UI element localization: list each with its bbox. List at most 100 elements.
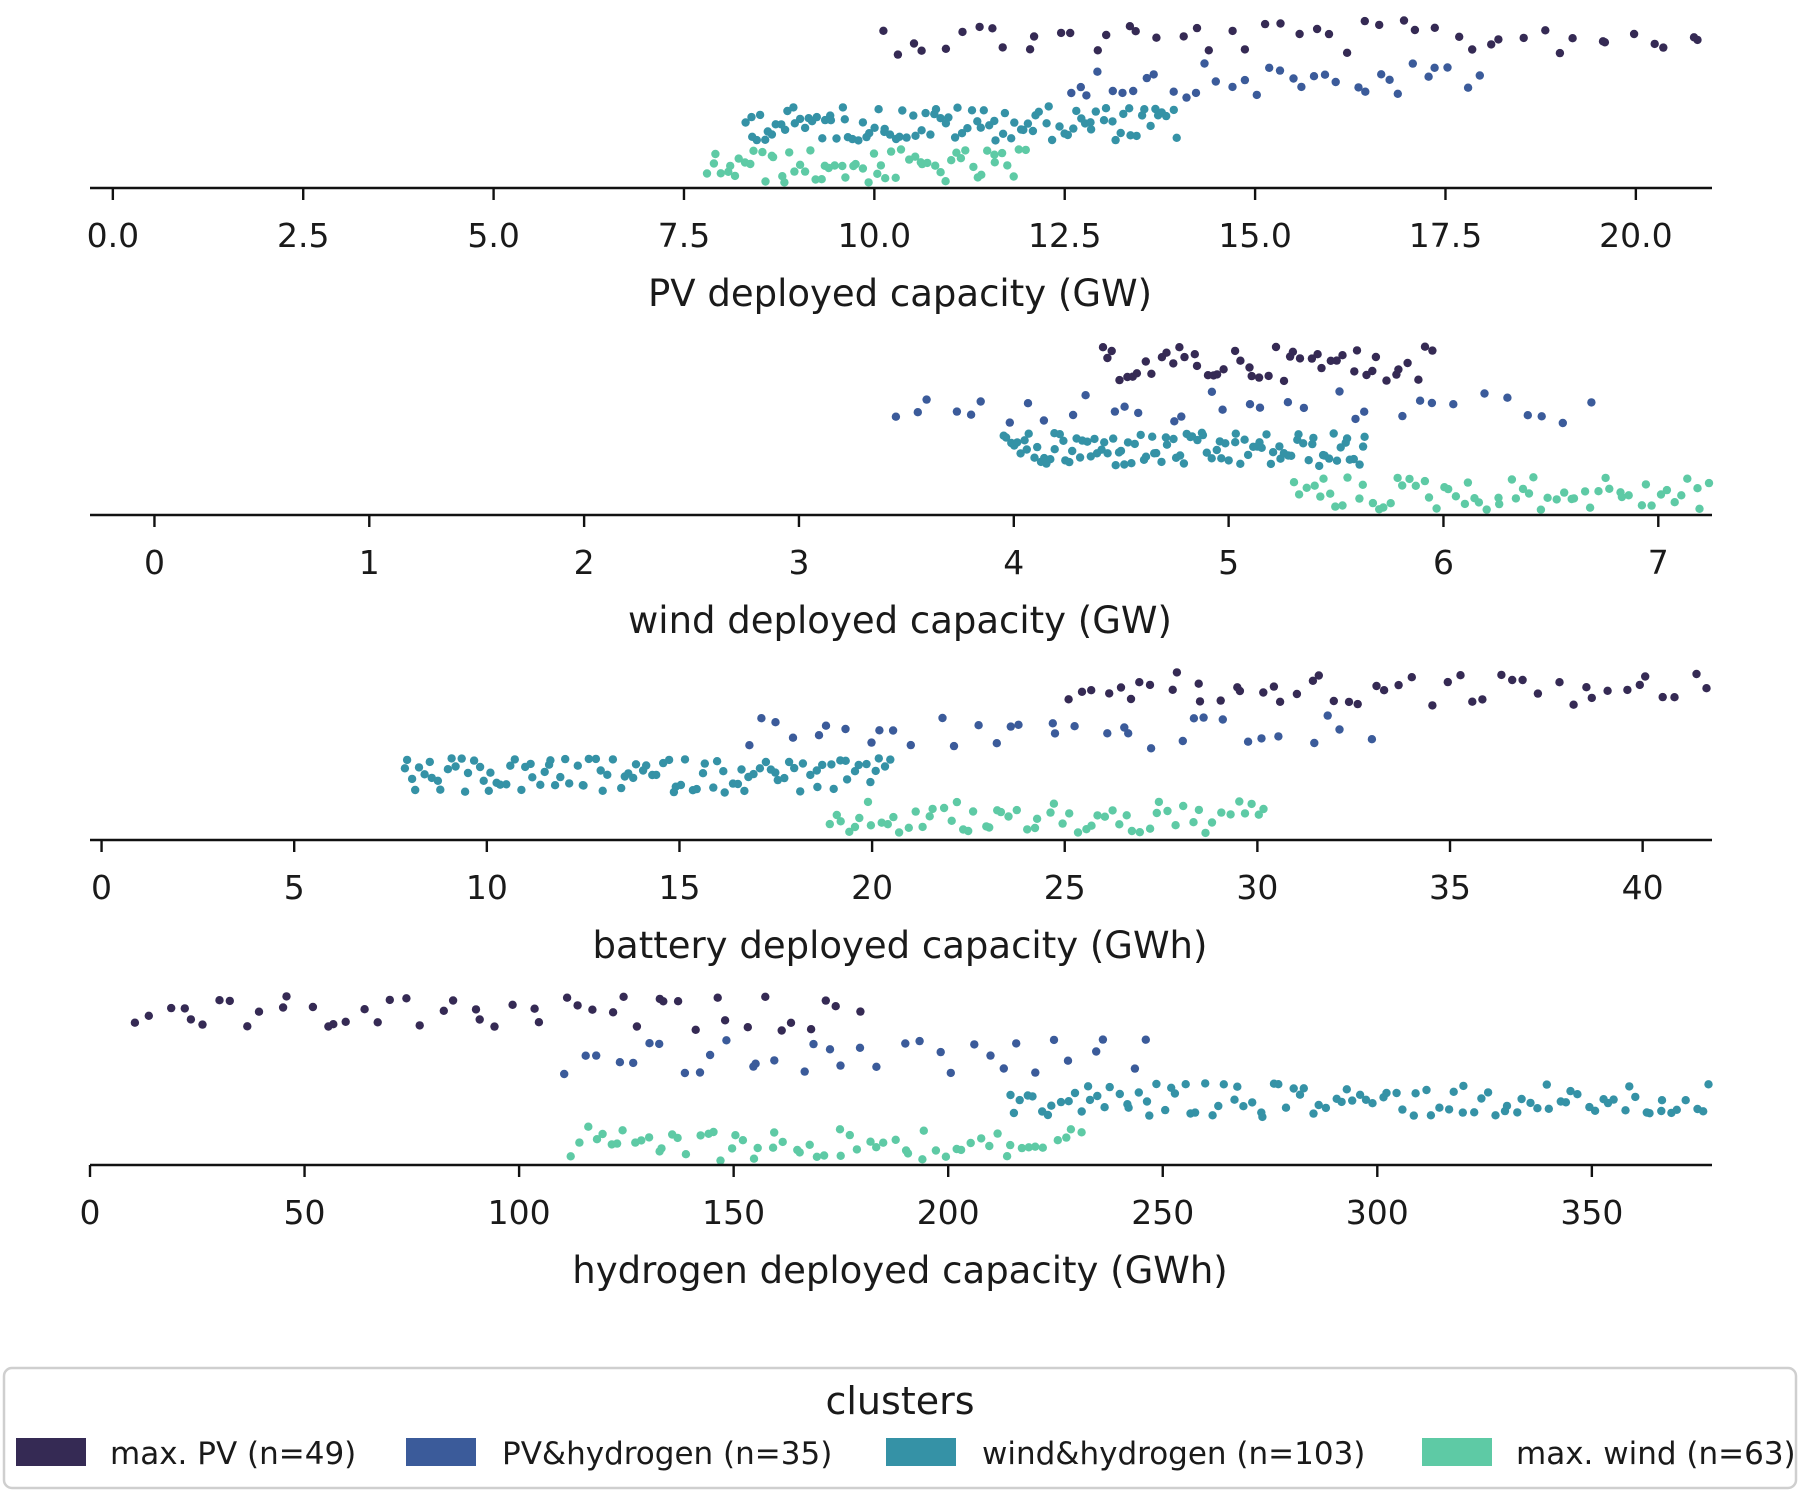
point-hydrogen-max-wind <box>805 1140 814 1150</box>
point-wind-max-wind <box>1460 499 1470 509</box>
point-wind-max-wind <box>1552 495 1561 504</box>
point-wind-pv-hydrogen <box>1255 403 1265 412</box>
point-pv-wind-hydrogen <box>931 105 941 114</box>
point-wind-max-wind <box>1683 474 1692 483</box>
point-pv-wind-hydrogen <box>1086 118 1095 127</box>
point-wind-max-pv <box>1420 342 1430 351</box>
point-pv-wind-hydrogen <box>1125 104 1134 113</box>
point-pv-max-pv <box>1192 23 1202 33</box>
point-wind-wind-hydrogen <box>1207 454 1216 463</box>
point-wind-max-wind <box>1338 501 1347 510</box>
point-wind-wind-hydrogen <box>1022 445 1031 454</box>
point-hydrogen-wind-hydrogen <box>1181 1080 1190 1089</box>
point-battery-max-pv <box>1582 683 1591 692</box>
point-wind-wind-hydrogen <box>1299 439 1308 448</box>
point-hydrogen-wind-hydrogen <box>1573 1090 1582 1099</box>
point-hydrogen-max-pv <box>186 1015 196 1024</box>
point-wind-max-pv <box>1115 375 1124 385</box>
point-hydrogen-max-pv <box>786 1018 796 1027</box>
legend: clusters max. PV (n=49) PV&hydrogen (n=3… <box>2 1366 1798 1490</box>
point-pv-wind-hydrogen <box>789 103 798 112</box>
panel-wind: 0 1 2 3 4 5 6 7 wind deployed capacity (GW) <box>90 342 1714 642</box>
point-battery-max-wind <box>1004 812 1013 821</box>
point-wind-wind-hydrogen <box>1120 460 1129 469</box>
point-battery-wind-hydrogen <box>720 788 729 797</box>
point-battery-wind-hydrogen <box>874 754 883 763</box>
point-hydrogen-wind-hydrogen <box>1015 1095 1024 1105</box>
point-wind-max-pv <box>1141 357 1151 366</box>
point-battery-wind-hydrogen <box>496 780 505 789</box>
point-wind-max-pv <box>1371 352 1381 362</box>
point-battery-max-wind <box>1046 808 1055 817</box>
point-pv-wind-hydrogen <box>885 130 895 139</box>
point-battery-wind-hydrogen <box>749 769 758 779</box>
point-wind-wind-hydrogen <box>1100 438 1109 447</box>
point-wind-wind-hydrogen <box>1046 455 1055 464</box>
point-hydrogen-wind-hydrogen <box>1621 1106 1630 1115</box>
point-hydrogen-wind-hydrogen <box>1672 1105 1682 1115</box>
point-wind-wind-hydrogen <box>1136 430 1145 440</box>
point-pv-wind-hydrogen <box>1151 104 1160 114</box>
point-hydrogen-max-wind <box>993 1129 1002 1138</box>
point-battery-wind-hydrogen <box>486 768 495 777</box>
point-hydrogen-pv-hydrogen <box>1012 1039 1021 1048</box>
point-wind-wind-hydrogen <box>1141 452 1151 461</box>
point-battery-wind-hydrogen <box>469 756 479 765</box>
point-wind-max-wind <box>1585 503 1595 512</box>
point-hydrogen-max-pv <box>308 1002 318 1012</box>
point-pv-wind-hydrogen <box>874 105 883 114</box>
point-battery-pv-hydrogen <box>1257 734 1266 743</box>
point-hydrogen-max-pv <box>198 1020 207 1029</box>
point-pv-wind-hydrogen <box>1169 105 1179 115</box>
point-battery-max-wind <box>836 817 845 826</box>
point-pv-wind-hydrogen <box>747 112 756 122</box>
legend-swatch-max-pv <box>16 1438 86 1466</box>
x-axis-label-wind: wind deployed capacity (GW) <box>628 599 1172 642</box>
point-wind-max-wind <box>1647 501 1656 510</box>
point-wind-max-wind <box>1319 474 1328 483</box>
point-wind-max-wind <box>1398 481 1407 490</box>
point-battery-max-pv <box>1379 686 1389 695</box>
point-wind-max-pv <box>1350 367 1359 376</box>
point-wind-max-wind <box>1529 473 1538 482</box>
point-battery-wind-hydrogen <box>536 780 545 789</box>
point-battery-wind-hydrogen <box>550 781 560 790</box>
x-tick-label-pv: 2.5 <box>277 216 329 255</box>
point-battery-max-pv <box>1407 673 1417 682</box>
point-pv-max-pv <box>1568 34 1577 43</box>
point-hydrogen-pv-hydrogen <box>655 1039 664 1049</box>
point-hydrogen-wind-hydrogen <box>1483 1088 1493 1097</box>
x-tick-label-hydrogen: 350 <box>1560 1193 1623 1232</box>
point-battery-wind-hydrogen <box>502 780 511 789</box>
point-battery-max-pv <box>1235 686 1245 696</box>
point-battery-wind-hydrogen <box>829 784 838 794</box>
point-battery-max-wind <box>1122 811 1131 820</box>
point-battery-wind-hydrogen <box>780 773 789 783</box>
point-pv-max-pv <box>1131 27 1140 36</box>
point-hydrogen-max-wind <box>919 1126 928 1135</box>
point-hydrogen-pv-hydrogen <box>680 1068 690 1078</box>
x-tick-label-pv: 15.0 <box>1218 216 1291 255</box>
point-battery-max-pv <box>1555 678 1564 687</box>
point-hydrogen-wind-hydrogen <box>1208 1111 1217 1120</box>
x-tick-label-wind: 1 <box>359 543 380 582</box>
point-pv-wind-hydrogen <box>1034 107 1044 117</box>
point-pv-wind-hydrogen <box>953 103 962 112</box>
point-pv-max-wind <box>936 168 945 177</box>
point-hydrogen-pv-hydrogen <box>809 1039 818 1049</box>
point-battery-wind-hydrogen <box>842 775 852 784</box>
point-wind-pv-hydrogen <box>952 407 962 416</box>
point-pv-wind-hydrogen <box>950 133 960 142</box>
point-pv-max-wind <box>851 159 860 169</box>
point-pv-max-pv <box>1029 32 1039 41</box>
point-battery-wind-hydrogen <box>862 759 871 769</box>
point-battery-max-wind <box>1152 808 1162 818</box>
point-hydrogen-wind-hydrogen <box>1342 1085 1352 1094</box>
point-battery-wind-hydrogen <box>436 785 445 794</box>
point-battery-max-pv <box>1533 689 1543 698</box>
point-hydrogen-pv-hydrogen <box>645 1039 654 1048</box>
point-pv-max-wind <box>1021 145 1030 155</box>
point-battery-wind-hydrogen <box>546 756 555 765</box>
point-battery-max-pv <box>1468 697 1477 706</box>
point-pv-max-pv <box>1360 16 1370 26</box>
